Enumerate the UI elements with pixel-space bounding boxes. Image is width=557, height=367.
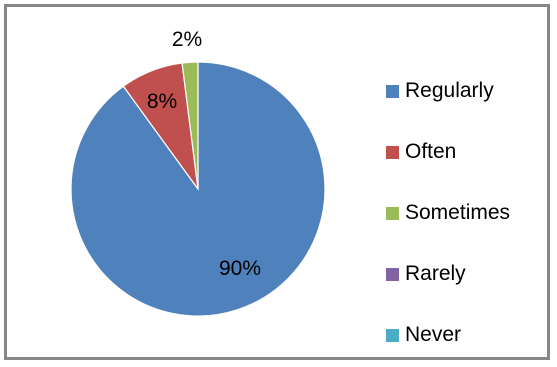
legend-label-rarely: Rarely [405, 262, 466, 285]
legend-label-never: Never [405, 323, 462, 346]
legend-swatch-never [386, 328, 399, 342]
data-label-sometimes: 2% [172, 28, 202, 51]
legend-item-never: Never [386, 322, 461, 348]
legend-item-sometimes: Sometimes [386, 200, 510, 226]
pie-slice-sometimes [181, 61, 199, 190]
legend-swatch-regularly [386, 84, 399, 98]
data-label-regularly: 90% [219, 257, 261, 280]
legend-item-often: Often [386, 139, 456, 165]
legend-label-often: Often [405, 140, 457, 163]
legend-item-regularly: Regularly [386, 78, 494, 104]
data-label-often: 8% [147, 90, 177, 113]
legend-swatch-rarely [386, 267, 399, 281]
legend-label-regularly: Regularly [405, 79, 494, 102]
legend-item-rarely: Rarely [386, 261, 466, 287]
legend-swatch-often [386, 145, 399, 159]
legend-label-sometimes: Sometimes [405, 201, 511, 224]
legend-swatch-sometimes [386, 206, 399, 220]
